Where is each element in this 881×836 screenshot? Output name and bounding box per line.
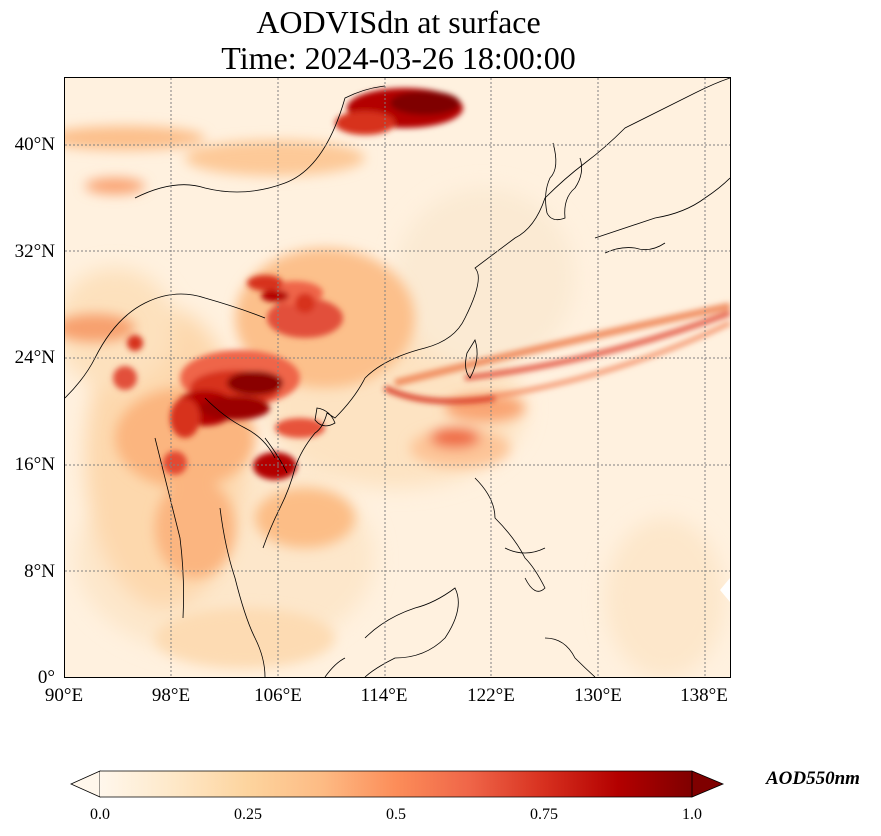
colorbar-tick-label: 0.0 <box>90 806 110 823</box>
colorbar-tick-label: 0.75 <box>530 806 558 823</box>
lat-tick-label: 24°N <box>14 347 55 368</box>
aod-map-panel <box>64 77 731 678</box>
gridlines <box>65 78 730 677</box>
lat-tick-label: 16°N <box>14 454 55 475</box>
lat-tick-label: 8°N <box>24 561 55 582</box>
colorbar-min-extend <box>70 770 101 798</box>
colorbar-tick-label: 0.25 <box>234 806 262 823</box>
lat-tick-label: 32°N <box>14 241 55 262</box>
lon-tick-label: 106°E <box>254 685 302 706</box>
coastlines <box>65 78 730 677</box>
colorbar-label: AOD550nm <box>766 768 860 789</box>
no-data-area <box>720 578 730 602</box>
colorbar-max-extend <box>691 770 725 798</box>
map-title: AODVISdn at surface <box>256 4 541 40</box>
lon-tick-label: 98°E <box>151 685 191 706</box>
aod-streak-plumes <box>383 302 730 404</box>
aod-map-canvas <box>65 78 730 677</box>
lat-tick-label: 0° <box>37 667 55 688</box>
lat-tick-label: 40°N <box>14 134 55 155</box>
colorbar <box>70 770 725 798</box>
lon-tick-label: 114°E <box>360 685 408 706</box>
colorbar-gradient <box>100 771 692 797</box>
lon-tick-label: 90°E <box>44 685 84 706</box>
colorbar-tick-label: 0.5 <box>386 806 406 823</box>
lon-tick-label: 130°E <box>574 685 622 706</box>
colorbar-tick-label: 1.0 <box>682 806 702 823</box>
aod-heavy-plumes <box>113 88 463 480</box>
lon-tick-label: 138°E <box>680 685 728 706</box>
lon-tick-label: 122°E <box>467 685 515 706</box>
colorbar-outline <box>100 770 692 798</box>
map-time-subtitle: Time: 2024-03-26 18:00:00 <box>221 40 576 76</box>
